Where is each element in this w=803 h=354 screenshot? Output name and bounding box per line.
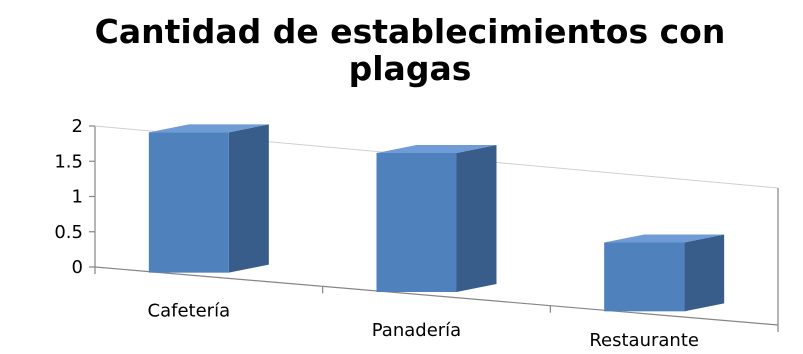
bar-top-face xyxy=(604,234,725,243)
y-tick-label: 0.5 xyxy=(54,222,83,243)
bar-side-face xyxy=(684,234,725,312)
category-label: Restaurante xyxy=(589,330,699,351)
y-tick-label: 1 xyxy=(72,187,83,208)
bar-front-face xyxy=(148,132,229,273)
y-tick-labels: 0 0.5 1 1.5 2 xyxy=(54,116,95,278)
bar-side-face xyxy=(228,124,269,273)
bar-front-face xyxy=(376,153,457,292)
bar-top-face xyxy=(148,124,269,133)
y-tick-label: 2 xyxy=(72,116,83,137)
y-tick-label: 1.5 xyxy=(54,151,83,172)
bar-side-face xyxy=(456,145,497,292)
chart-bars xyxy=(148,124,725,312)
bar-top-face xyxy=(376,145,497,153)
bar-cafetería xyxy=(148,124,269,273)
y-tick-label: 0 xyxy=(72,257,83,278)
chart-title-line-2: plagas xyxy=(349,49,472,88)
x-axis-line xyxy=(94,266,779,326)
bar-restaurante xyxy=(604,234,725,312)
category-label: Panadería xyxy=(372,320,461,341)
bar-panadería xyxy=(376,145,497,292)
bar-front-face xyxy=(604,242,685,312)
chart-title-line-1: Cantidad de establecimientos con xyxy=(95,12,726,51)
category-label: Cafetería xyxy=(148,301,231,322)
x-category-labels: Cafetería Panadería Restaurante xyxy=(148,301,699,351)
